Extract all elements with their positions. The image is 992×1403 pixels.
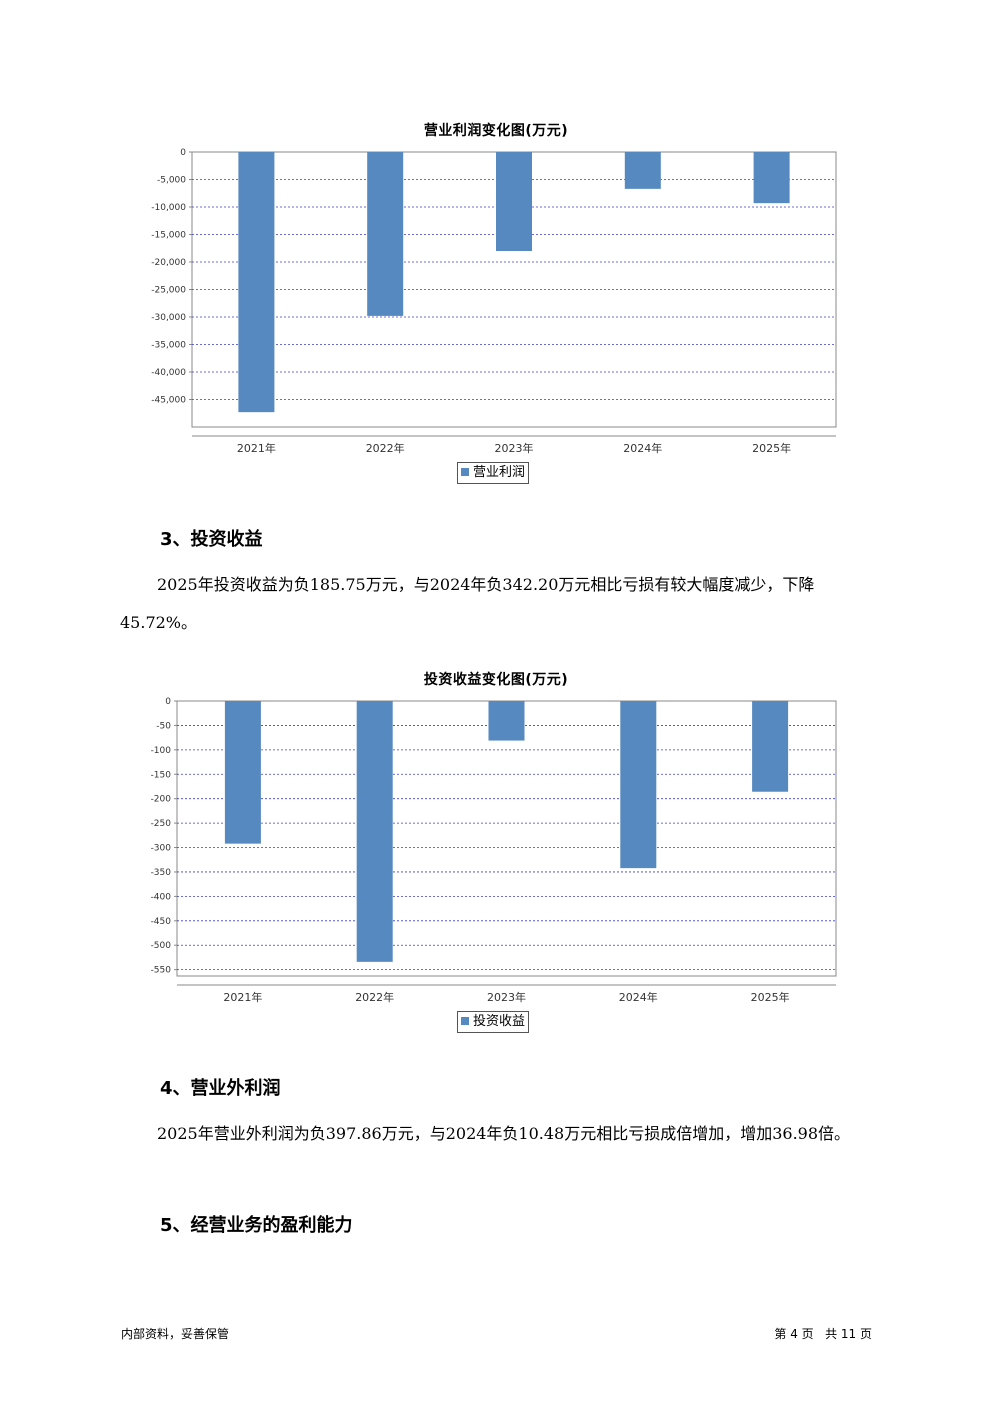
y-tick-label: -200	[151, 795, 172, 805]
section-4-heading: 4、营业外利润	[160, 1078, 281, 1099]
bar-2021年	[238, 152, 275, 413]
x-tick-label: 2022年	[355, 990, 394, 1004]
x-tick-label: 2021年	[237, 441, 276, 455]
bar-2022年	[356, 701, 393, 962]
section-3-heading: 3、投资收益	[160, 529, 263, 550]
bar-2022年	[367, 152, 404, 316]
x-tick-label: 2024年	[619, 990, 658, 1004]
y-tick-label: -40,000	[151, 368, 186, 378]
chart1-legend: 营业利润	[457, 462, 530, 484]
investment-income-chart: 0 -50 -100 -150 -200 -250 -300 -350 -400 -450 -500…	[151, 697, 837, 1004]
bar-2024年	[620, 701, 657, 869]
y-tick-label: -450	[151, 917, 172, 927]
section-3-paragraph: 2025年投资收益为负185.75万元，与2024年负342.20万元相比亏损有…	[120, 575, 815, 632]
section-4-paragraph: 2025年营业外利润为负397.86万元，与2024年负10.48万元相比亏损成…	[157, 1124, 851, 1143]
bar-2024年	[624, 152, 661, 189]
y-tick-label: -300	[151, 844, 172, 854]
legend-swatch-icon	[461, 1017, 469, 1025]
page-number: 第 4 页 共 11 页	[774, 1327, 872, 1341]
y-tick-label: -35,000	[151, 341, 186, 351]
y-tick-label: -20,000	[151, 258, 186, 268]
x-tick-label: 2025年	[751, 990, 790, 1004]
bar-2025年	[753, 152, 790, 204]
y-tick-label: -30,000	[151, 313, 186, 323]
y-tick-label: -45,000	[151, 396, 186, 406]
operating-profit-chart: 0 -5,000 -10,000 -15,000 -20,000 -25,000 -30,0…	[151, 148, 837, 455]
legend-swatch-icon	[461, 468, 469, 476]
chart2-legend-label: 投资收益	[473, 1014, 526, 1029]
y-tick-label: 0	[165, 697, 171, 707]
bar-2025年	[752, 701, 789, 792]
bar-2021年	[224, 701, 261, 844]
y-tick-label: -15,000	[151, 231, 186, 241]
x-tick-label: 2025年	[752, 441, 791, 455]
y-tick-label: -550	[151, 966, 172, 976]
chart2-legend: 投资收益	[457, 1011, 530, 1033]
x-tick-label: 2023年	[495, 441, 534, 455]
y-tick-label: -10,000	[151, 203, 186, 213]
x-tick-label: 2022年	[366, 441, 405, 455]
x-tick-label: 2021年	[223, 990, 262, 1004]
bar-2023年	[496, 152, 532, 251]
bar-2023年	[488, 701, 525, 741]
chart2-title: 投资收益变化图(万元)	[423, 672, 569, 688]
x-tick-label: 2024年	[623, 441, 662, 455]
y-tick-label: -350	[151, 868, 172, 878]
y-tick-label: -500	[151, 941, 172, 951]
y-tick-label: -5,000	[157, 176, 186, 186]
y-tick-label: -100	[151, 746, 172, 756]
footer-note: 内部资料，妥善保管	[121, 1327, 230, 1341]
y-tick-label: -25,000	[151, 286, 186, 296]
plot-area	[176, 700, 837, 977]
y-tick-label: 0	[180, 148, 186, 158]
y-tick-label: -250	[151, 819, 172, 829]
y-tick-label: -150	[151, 770, 172, 780]
x-tick-label: 2023年	[487, 990, 526, 1004]
chart1-legend-label: 营业利润	[473, 465, 526, 480]
section-5-heading: 5、经营业务的盈利能力	[160, 1215, 353, 1236]
y-tick-label: -400	[151, 892, 172, 902]
y-tick-label: -50	[156, 721, 171, 731]
chart1-title: 营业利润变化图(万元)	[423, 123, 569, 139]
